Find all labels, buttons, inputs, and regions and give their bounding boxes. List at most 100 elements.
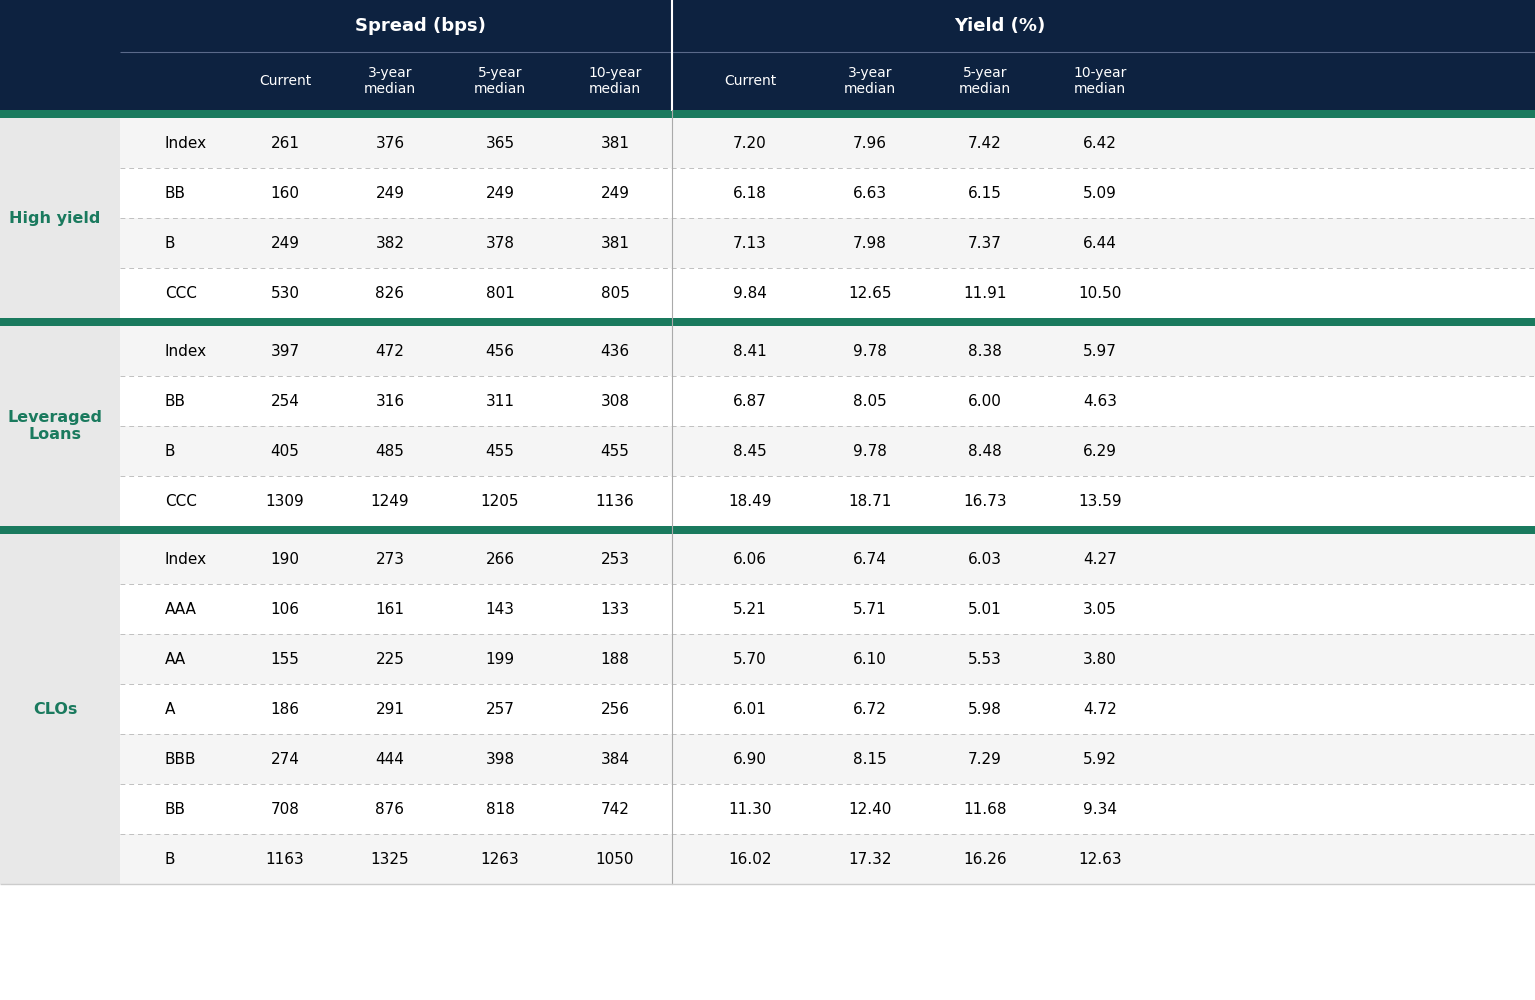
Text: 7.37: 7.37 — [969, 235, 1002, 250]
Text: 6.44: 6.44 — [1084, 235, 1117, 250]
Text: BB: BB — [164, 186, 186, 200]
Text: 6.03: 6.03 — [969, 552, 1002, 566]
Text: 7.29: 7.29 — [969, 752, 1002, 766]
Text: 6.90: 6.90 — [734, 752, 768, 766]
Text: 5.71: 5.71 — [853, 601, 887, 616]
Text: 472: 472 — [376, 344, 404, 359]
Text: 1163: 1163 — [266, 852, 304, 866]
Text: 1136: 1136 — [596, 493, 634, 508]
Text: 16.26: 16.26 — [962, 852, 1007, 866]
Bar — [120, 534, 1535, 584]
Text: 6.15: 6.15 — [969, 186, 1002, 200]
Text: 5.53: 5.53 — [969, 652, 1002, 666]
Text: Yield (%): Yield (%) — [955, 17, 1045, 35]
Text: 381: 381 — [600, 235, 629, 250]
Text: 1050: 1050 — [596, 852, 634, 866]
Text: 376: 376 — [376, 135, 405, 150]
Text: 5-year
median: 5-year median — [474, 66, 527, 96]
Text: 6.63: 6.63 — [853, 186, 887, 200]
Bar — [0, 534, 120, 584]
Bar — [120, 326, 1535, 376]
Text: 381: 381 — [600, 135, 629, 150]
Text: 12.40: 12.40 — [849, 802, 892, 816]
Text: 225: 225 — [376, 652, 404, 666]
Text: 11.91: 11.91 — [964, 286, 1007, 300]
Text: 455: 455 — [485, 444, 514, 458]
Bar — [120, 426, 1535, 476]
Text: 8.15: 8.15 — [853, 752, 887, 766]
Text: 7.20: 7.20 — [734, 135, 768, 150]
Text: 5.98: 5.98 — [969, 702, 1002, 716]
Text: 143: 143 — [485, 601, 514, 616]
Text: 6.74: 6.74 — [853, 552, 887, 566]
Text: 249: 249 — [270, 235, 299, 250]
Text: 8.05: 8.05 — [853, 393, 887, 408]
Text: 6.18: 6.18 — [734, 186, 768, 200]
Text: 9.78: 9.78 — [853, 444, 887, 458]
Text: 291: 291 — [376, 702, 405, 716]
Text: Spread (bps): Spread (bps) — [355, 17, 485, 35]
Text: 9.78: 9.78 — [853, 344, 887, 359]
Text: 10.50: 10.50 — [1078, 286, 1122, 300]
Text: Current: Current — [259, 74, 312, 88]
Text: Current: Current — [725, 74, 777, 88]
Bar — [0, 326, 120, 376]
Text: 384: 384 — [600, 752, 629, 766]
Text: 253: 253 — [600, 552, 629, 566]
Text: Index: Index — [164, 552, 207, 566]
Text: 8.48: 8.48 — [969, 444, 1002, 458]
Text: 199: 199 — [485, 652, 514, 666]
Bar — [120, 168, 1535, 218]
Text: 5.70: 5.70 — [734, 652, 768, 666]
Text: 316: 316 — [376, 393, 405, 408]
Text: 308: 308 — [600, 393, 629, 408]
Bar — [0, 784, 120, 834]
Text: 8.45: 8.45 — [734, 444, 768, 458]
Text: 7.96: 7.96 — [853, 135, 887, 150]
Text: 254: 254 — [270, 393, 299, 408]
Text: 106: 106 — [270, 601, 299, 616]
Text: 801: 801 — [485, 286, 514, 300]
Text: 249: 249 — [485, 186, 514, 200]
Bar — [120, 118, 1535, 168]
Bar — [120, 634, 1535, 684]
Bar — [120, 684, 1535, 734]
Text: Index: Index — [164, 135, 207, 150]
Text: 9.84: 9.84 — [734, 286, 768, 300]
Text: 18.71: 18.71 — [849, 493, 892, 508]
Text: 186: 186 — [270, 702, 299, 716]
Text: 4.27: 4.27 — [1084, 552, 1117, 566]
Text: 6.29: 6.29 — [1084, 444, 1117, 458]
Bar — [120, 784, 1535, 834]
Text: 1325: 1325 — [370, 852, 410, 866]
Text: 805: 805 — [600, 286, 629, 300]
Text: 16.73: 16.73 — [962, 493, 1007, 508]
Text: 485: 485 — [376, 444, 404, 458]
Text: 18.49: 18.49 — [728, 493, 772, 508]
Text: 3.05: 3.05 — [1084, 601, 1117, 616]
Text: 5.09: 5.09 — [1084, 186, 1117, 200]
Text: 4.72: 4.72 — [1084, 702, 1117, 716]
Text: CLOs: CLOs — [32, 702, 77, 716]
Bar — [120, 584, 1535, 634]
Text: 1205: 1205 — [480, 493, 519, 508]
Bar — [0, 834, 120, 884]
Text: BB: BB — [164, 802, 186, 816]
Text: 10-year
median: 10-year median — [1073, 66, 1127, 96]
Bar — [0, 376, 120, 426]
Text: 4.63: 4.63 — [1084, 393, 1117, 408]
Text: 6.10: 6.10 — [853, 652, 887, 666]
Text: 398: 398 — [485, 752, 514, 766]
Text: Leveraged
Loans: Leveraged Loans — [8, 410, 103, 442]
Text: 436: 436 — [600, 344, 629, 359]
Text: 9.34: 9.34 — [1084, 802, 1117, 816]
Bar — [120, 376, 1535, 426]
Bar — [0, 526, 1535, 534]
Text: 708: 708 — [270, 802, 299, 816]
Text: BB: BB — [164, 393, 186, 408]
Text: 273: 273 — [376, 552, 405, 566]
Bar — [0, 268, 120, 318]
Text: 249: 249 — [600, 186, 629, 200]
Text: 311: 311 — [485, 393, 514, 408]
Text: CCC: CCC — [164, 286, 196, 300]
